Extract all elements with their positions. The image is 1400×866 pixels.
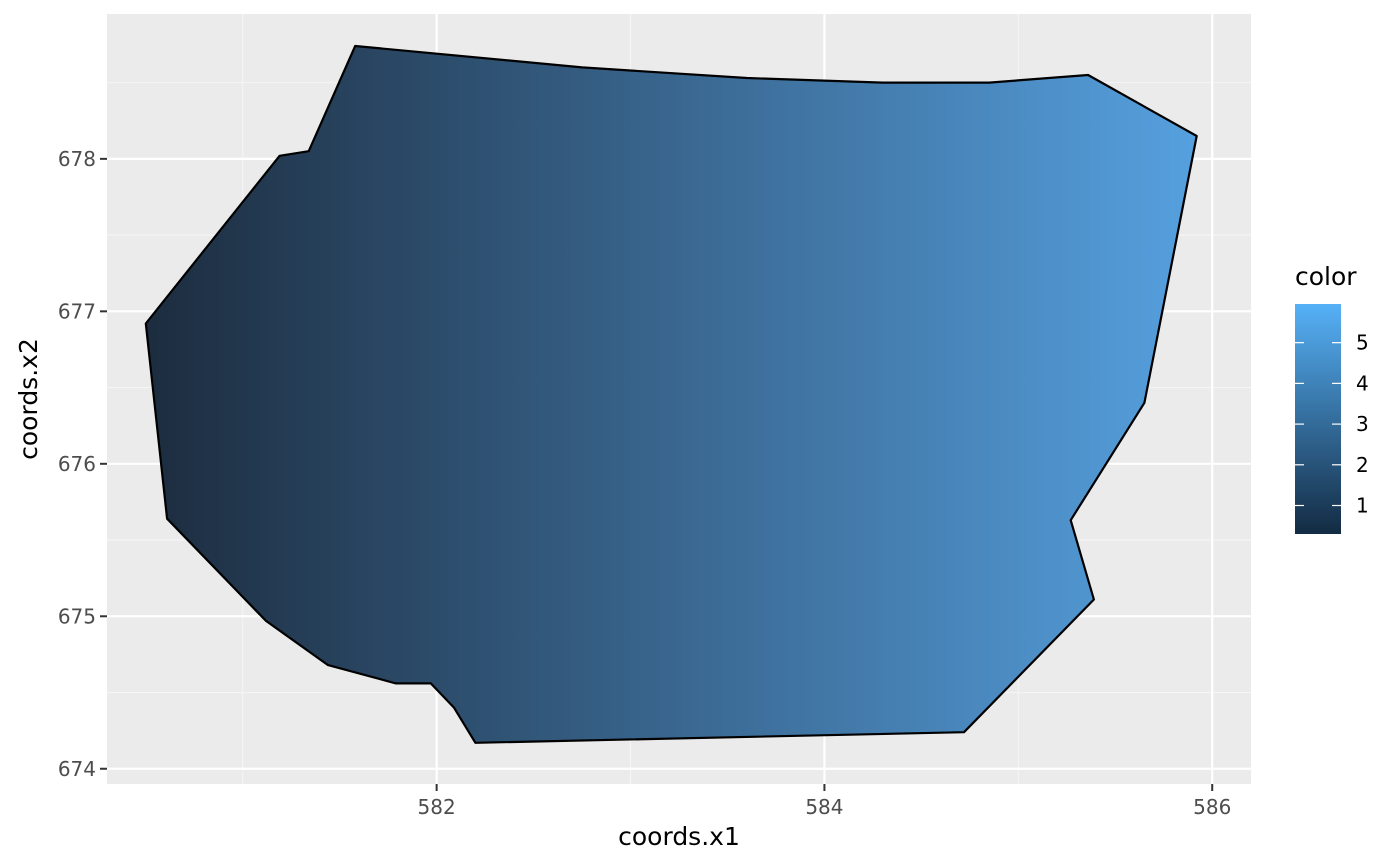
x-tick-label: 584 bbox=[805, 795, 843, 819]
y-tick-label: 677 bbox=[58, 299, 96, 323]
legend-colorbar bbox=[1295, 304, 1341, 534]
legend-label: 4 bbox=[1356, 371, 1369, 395]
region-polygon bbox=[144, 44, 1198, 744]
x-tick-label: 586 bbox=[1193, 795, 1231, 819]
x-axis: 582 584 586 bbox=[418, 784, 1231, 819]
legend-label: 3 bbox=[1356, 412, 1369, 436]
legend-title: color bbox=[1295, 262, 1357, 291]
y-axis-title: coords.x2 bbox=[14, 338, 43, 460]
y-tick-label: 676 bbox=[58, 452, 96, 476]
legend-label: 1 bbox=[1356, 494, 1369, 518]
legend: color 1 2 3 4 5 bbox=[1295, 262, 1369, 534]
x-tick-label: 582 bbox=[418, 795, 456, 819]
y-tick-label: 678 bbox=[58, 147, 96, 171]
legend-label: 2 bbox=[1356, 453, 1369, 477]
legend-ticks: 1 2 3 4 5 bbox=[1295, 331, 1369, 518]
y-tick-label: 674 bbox=[58, 757, 96, 781]
x-axis-title: coords.x1 bbox=[618, 822, 740, 851]
y-tick-label: 675 bbox=[58, 604, 96, 628]
y-axis: 674 675 676 677 678 bbox=[58, 147, 107, 781]
legend-label: 5 bbox=[1356, 331, 1369, 355]
